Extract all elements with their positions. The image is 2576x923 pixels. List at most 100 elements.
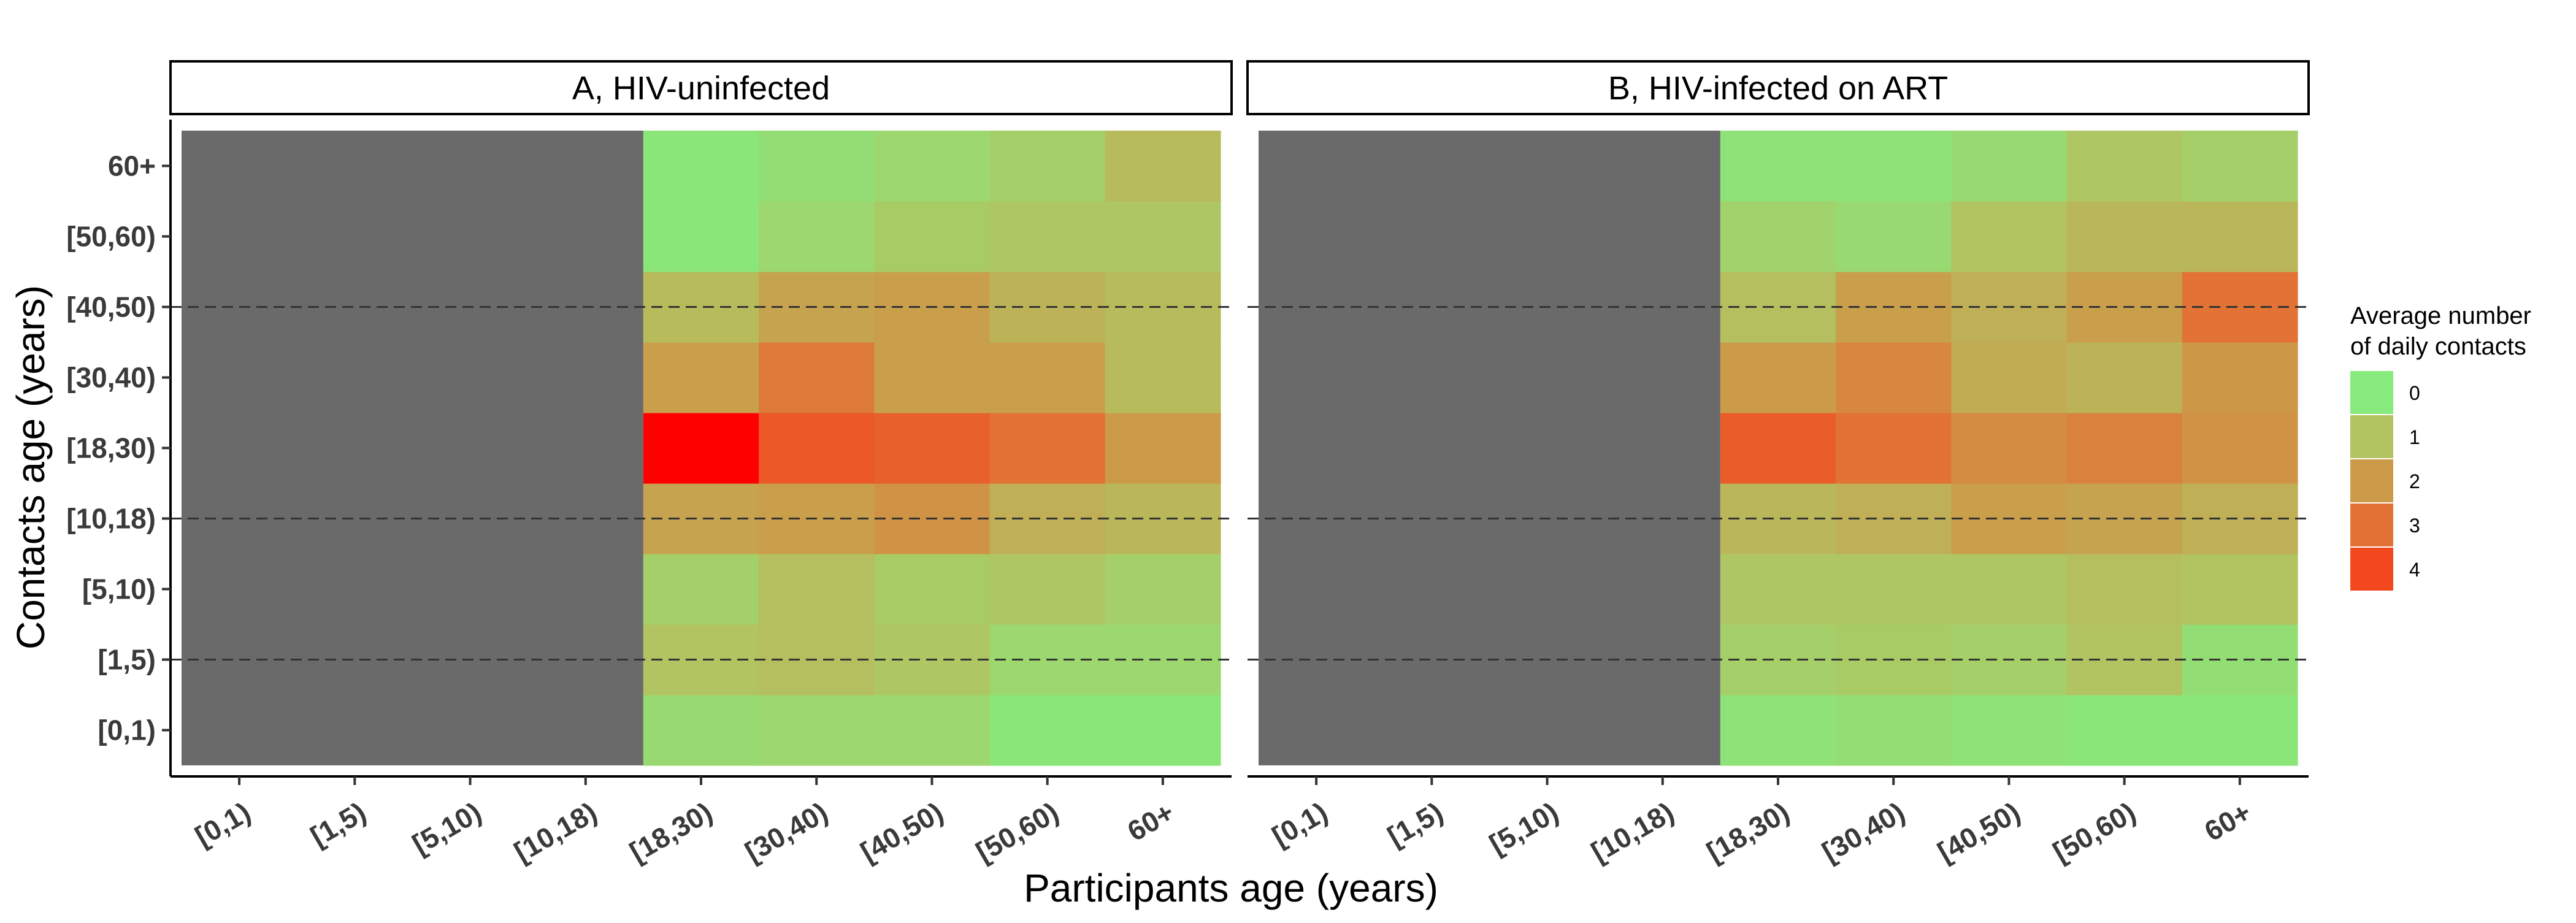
heatmap-cell (2066, 554, 2183, 625)
facet-title: A, HIV-uninfected (572, 70, 830, 107)
heatmap-cell (643, 413, 759, 484)
heatmap-cell (759, 342, 875, 413)
x-tick-label: [10,18) (1586, 796, 1679, 868)
legend-label: 2 (2409, 470, 2420, 492)
x-tick-label: [0,1) (1267, 796, 1333, 852)
facet-title: B, HIV-infected on ART (1608, 70, 1948, 107)
heatmap-cell (2182, 201, 2298, 272)
heatmap-cell (989, 695, 1106, 766)
y-tick-label: [40,50) (66, 291, 156, 323)
y-tick-label: [18,30) (66, 432, 156, 464)
x-tick-label: [30,40) (1817, 796, 1910, 868)
missing-data-block (1259, 131, 1720, 765)
y-tick-label: [0,1) (98, 714, 156, 746)
x-tick-label: 60+ (2199, 796, 2256, 848)
heatmap-cell (874, 554, 991, 625)
legend-label: 1 (2409, 426, 2420, 448)
x-tick-label: [1,5) (305, 796, 371, 852)
heatmap-cell (2182, 413, 2298, 484)
heatmap-cell (759, 695, 875, 766)
heatmap-cell (1720, 554, 1836, 625)
legend-key (2350, 415, 2393, 458)
x-tick-label: [10,18) (509, 796, 602, 868)
x-tick-label: [40,50) (855, 796, 948, 868)
legend-key (2350, 459, 2393, 502)
heatmap-cell (1836, 695, 1952, 766)
heatmap-cell (1105, 695, 1221, 766)
heatmap-cell (989, 342, 1106, 413)
heatmap-cell (1720, 201, 1836, 272)
x-tick-label: [50,60) (970, 796, 1064, 868)
y-tick-label: [1,5) (98, 644, 156, 676)
facet-strip (169, 60, 1233, 115)
heatmap-cell (643, 201, 759, 272)
y-axis-title: Contacts age (years) (9, 285, 53, 649)
x-tick-label: 60+ (1122, 796, 1179, 848)
heatmap-cell (2182, 554, 2298, 625)
heatmap-cell (643, 131, 759, 202)
heatmap-cell (2182, 131, 2298, 202)
color-legend: Average number of daily contacts 0 1 2 3 4 (2350, 302, 2531, 591)
heatmap-cell (759, 413, 875, 484)
heatmap-cell (759, 201, 875, 272)
y-tick-label: [50,60) (66, 221, 156, 253)
legend-key (2350, 504, 2393, 546)
heatmap-cell (1951, 131, 2068, 202)
x-tick-label: [5,10) (1484, 796, 1563, 860)
y-tick-label: [10,18) (66, 503, 156, 535)
y-tick-label: [30,40) (66, 362, 156, 394)
heatmap-cell (874, 695, 991, 766)
heatmap-cell (1836, 554, 1952, 625)
heatmap-cell (1951, 695, 2068, 766)
y-tick-label: 60+ (108, 150, 156, 182)
heatmap-cell (2066, 695, 2183, 766)
x-tick-label: [0,1) (190, 796, 256, 852)
heatmap-cell (1105, 554, 1221, 625)
heatmap-cell (989, 201, 1106, 272)
heatmap-cell (643, 554, 759, 625)
facet-strip (1246, 60, 2310, 115)
heatmap-cell (1720, 413, 1836, 484)
heatmap-cell (1105, 342, 1221, 413)
missing-data-block (182, 131, 643, 765)
heatmap-cell (1836, 201, 1952, 272)
heatmap-cell (1951, 342, 2068, 413)
heatmap-cell (1951, 554, 2068, 625)
x-tick-label: [5,10) (407, 796, 486, 860)
heatmap-cell (1836, 131, 1952, 202)
heatmap-cell (1720, 695, 1836, 766)
heatmap-cell (1720, 131, 1836, 202)
heatmap-cell (1951, 201, 2068, 272)
legend-title: Average number (2350, 302, 2531, 329)
heatmap-cell (1836, 413, 1952, 484)
heatmap-cell (759, 554, 875, 625)
x-tick-label: [30,40) (740, 796, 833, 868)
x-tick-label: [1,5) (1382, 796, 1448, 852)
heatmap-cell (1836, 342, 1952, 413)
x-tick-label: [18,30) (624, 796, 718, 868)
heatmap-cell (874, 201, 991, 272)
heatmap-cell (989, 554, 1106, 625)
legend-label: 3 (2409, 515, 2420, 537)
x-axis-title: Participants age (years) (1024, 866, 1438, 910)
heatmap-cell (1105, 201, 1221, 272)
heatmap-cell (2182, 695, 2298, 766)
heatmap-cell (874, 413, 991, 484)
heatmap-cell (2066, 201, 2183, 272)
legend-key (2350, 548, 2393, 591)
heatmap-cell (759, 131, 875, 202)
heatmap-cell (1720, 342, 1836, 413)
legend-title: of daily contacts (2350, 333, 2526, 360)
heatmap-cell (1105, 413, 1221, 484)
heatmap-cell (874, 342, 991, 413)
heatmap-cell (1951, 413, 2068, 484)
heatmap-cell (643, 342, 759, 413)
legend-label: 4 (2409, 559, 2420, 581)
heatmap-cell (989, 413, 1106, 484)
x-tick-label: [18,30) (1701, 796, 1795, 868)
heatmap-cell (2066, 342, 2183, 413)
heatmap-cell (989, 131, 1106, 202)
x-tick-label: [40,50) (1932, 796, 2025, 868)
